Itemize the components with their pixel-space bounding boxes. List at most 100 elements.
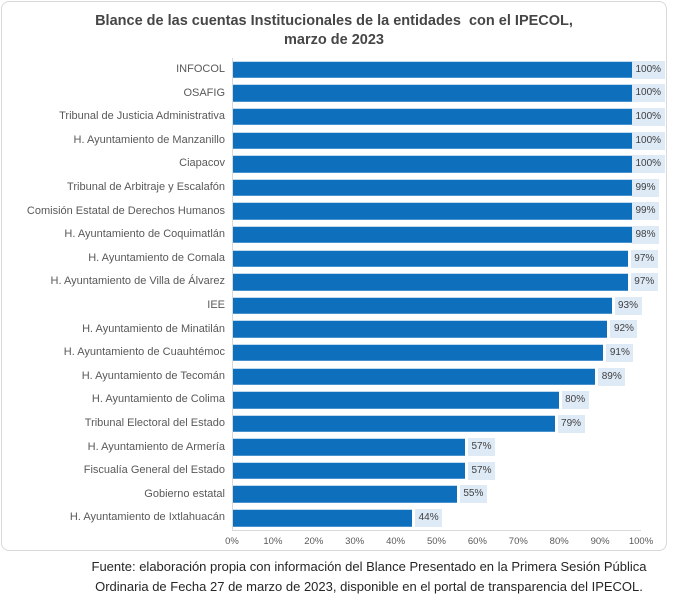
bar-row: Fiscualía General del Estado 57%	[2, 459, 666, 483]
category-label: H. Ayuntamiento de Coquimatlán	[64, 228, 225, 241]
bar-track: 100%	[232, 152, 665, 176]
category-label: H. Ayuntamiento de Cuauhtémoc	[63, 346, 225, 359]
value-label: 100%	[632, 84, 665, 103]
source-note-line2: Ordinaria de Fecha 27 de marzo de 2023, …	[95, 578, 643, 594]
bar-row: Tribunal de Arbitraje y Escalafón 99%	[2, 175, 666, 200]
value-label: 57%	[467, 438, 495, 457]
value-label: 80%	[561, 391, 589, 410]
bar-chart: Blance de las cuentas Institucionales de…	[1, 1, 667, 551]
x-axis-tick: 30%	[345, 535, 365, 547]
category-label: H. Ayuntamiento de Tecomán	[81, 369, 225, 382]
category-label: H. Ayuntamiento de Ixtlahuacán	[69, 511, 225, 524]
bar-track: 99%	[232, 199, 660, 224]
value-label: 92%	[610, 320, 638, 339]
value-label: 91%	[606, 343, 634, 362]
value-label: 100%	[632, 155, 665, 174]
x-axis-tick: 0%	[225, 535, 239, 547]
bar	[233, 439, 465, 456]
bar	[233, 368, 596, 385]
category-label: H. Ayuntamiento de Colima	[91, 393, 225, 406]
bar	[233, 509, 413, 527]
category-label: IEE	[207, 298, 225, 311]
x-axis-tick: 60%	[467, 535, 487, 547]
category-label: Fiscualía General del Estado	[83, 464, 225, 477]
bar-track: 97%	[232, 246, 658, 271]
bar	[233, 179, 636, 197]
bar-track: 100%	[232, 81, 665, 106]
bar-row: IEE 93%	[2, 293, 666, 318]
category-label: OSAFIG	[183, 86, 225, 99]
source-note: Fuente: elaboración propia con informaci…	[70, 557, 668, 596]
bar	[233, 273, 628, 291]
bar-row: INFOCOL 100%	[2, 58, 666, 82]
chart-title: Blance de las cuentas Institucionales de…	[2, 2, 666, 50]
category-label: Comisión Estatal de Derechos Humanos	[26, 204, 225, 217]
bar-row: H. Ayuntamiento de Cuauhtémoc 91%	[2, 341, 666, 365]
bar	[233, 297, 612, 314]
x-axis-tick: 20%	[304, 535, 324, 547]
bar-track: 91%	[232, 341, 640, 365]
bar-row: H. Ayuntamiento de Minatilán 92%	[2, 317, 666, 342]
bar-track: 98%	[232, 223, 660, 247]
value-label: 97%	[630, 249, 658, 268]
bar-track: 44%	[232, 506, 640, 530]
bar-row: H. Ayuntamiento de Ixtlahuacán 44%	[2, 506, 666, 530]
bar-track: 99%	[232, 175, 660, 200]
value-label: 93%	[614, 296, 642, 315]
bar	[233, 61, 640, 79]
bar-track: 100%	[232, 105, 665, 129]
bar-row: H. Ayuntamiento de Armería 57%	[2, 435, 666, 460]
bar	[233, 85, 640, 102]
x-axis-tick: 100%	[628, 535, 654, 547]
bar-row: H. Ayuntamiento de Coquimatlán 98%	[2, 223, 666, 247]
x-axis-tick: 80%	[549, 535, 569, 547]
bar-row: Tribunal Electoral del Estado 79%	[2, 411, 666, 436]
x-axis-ticks: 0% 10% 20% 30% 40% 50% 60% 70% 80% 90% 100%	[225, 529, 653, 550]
bar-row: Comisión Estatal de Derechos Humanos 99%	[2, 199, 666, 224]
category-label: H. Ayuntamiento de Minatilán	[82, 322, 225, 335]
value-label: 99%	[632, 202, 660, 221]
bar-track: 55%	[232, 482, 640, 507]
bar-row: OSAFIG 100%	[2, 81, 666, 106]
x-axis-tick: 50%	[426, 535, 447, 547]
bar-row: H. Ayuntamiento de Comala 97%	[2, 246, 666, 271]
bar-row: H. Ayuntamiento de Manzanillo 100%	[2, 128, 666, 153]
x-axis: 0% 10% 20% 30% 40% 50% 60% 70% 80% 90% 100%	[2, 529, 666, 550]
bar	[233, 203, 636, 220]
bar	[233, 250, 628, 267]
x-axis-tick: 70%	[508, 535, 528, 547]
category-label: Gobierno estatal	[144, 487, 225, 500]
bar-track: 79%	[232, 411, 640, 436]
bar	[233, 226, 632, 244]
bar-row: H. Ayuntamiento de Villa de Álvarez 97%	[2, 270, 666, 294]
bar-track: 57%	[232, 459, 640, 483]
value-label: 97%	[630, 273, 658, 292]
bar-row: Ciapacov 100%	[2, 152, 666, 176]
bar	[233, 391, 559, 409]
bar-track: 80%	[232, 388, 640, 412]
category-label: Ciapacov	[179, 157, 225, 170]
bar-track: 92%	[232, 317, 640, 342]
category-label: H. Ayuntamiento de Comala	[88, 251, 225, 264]
source-note-line1: Fuente: elaboración propia con informaci…	[91, 559, 647, 574]
category-label: H. Ayuntamiento de Armería	[87, 440, 225, 453]
bar-row: Gobierno estatal 55%	[2, 482, 666, 507]
value-label: 79%	[557, 414, 585, 433]
category-label: Tribunal Electoral del Estado	[84, 416, 225, 429]
chart-title-line1: Blance de las cuentas Institucionales de…	[95, 13, 573, 29]
bar-track: 89%	[232, 364, 640, 389]
plot-area: INFOCOL 100% OSAFIG 100% Tribunal de Justici…	[2, 58, 666, 530]
bar	[233, 155, 640, 173]
x-axis-tick: 10%	[263, 535, 283, 547]
category-label: Tribunal de Arbitraje y Escalafón	[67, 180, 225, 193]
value-label: 89%	[598, 367, 626, 386]
value-label: 44%	[415, 509, 443, 528]
category-label: H. Ayuntamiento de Manzanillo	[73, 133, 225, 146]
x-axis-tick: 40%	[386, 535, 406, 547]
category-label: H. Ayuntamiento de Villa de Álvarez	[50, 275, 225, 288]
bar-track: 97%	[232, 270, 658, 294]
bar	[233, 462, 465, 480]
bar-track: 93%	[232, 293, 642, 318]
value-label: 99%	[632, 178, 660, 197]
bar	[233, 415, 555, 432]
